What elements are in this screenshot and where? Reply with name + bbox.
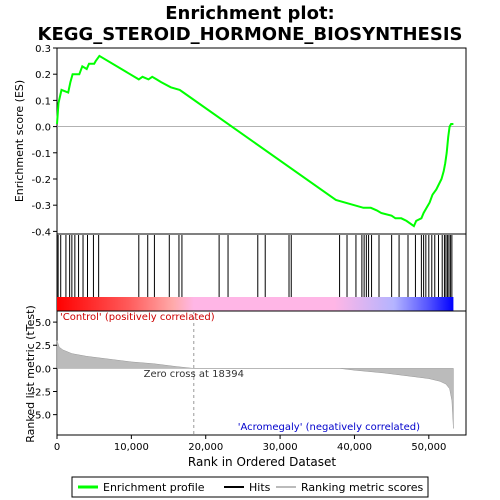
es-y-tick-label: 0.0 [35, 123, 51, 134]
metric-y-tick-label: -2.5 [31, 388, 51, 399]
ranking-metric-area [56, 340, 454, 429]
legend: Enrichment profile Hits Ranking metric s… [71, 476, 429, 498]
x-tick-label: 50,000 [411, 442, 446, 453]
es-y-tick-label: -0.3 [31, 201, 51, 212]
rank-colorbar [57, 297, 454, 311]
metric-y-axis: 5.0 2.5 0.0 -2.5 -5.0 [31, 318, 57, 422]
enrichment-profile-line [56, 54, 454, 228]
hits-series [57, 235, 453, 297]
legend-label-ranking-metric: Ranking metric scores [301, 481, 423, 494]
es-y-tick-label: 0.1 [35, 96, 51, 107]
es-y-tick-label: -0.2 [31, 175, 51, 186]
enrichment-profile-series [56, 54, 454, 228]
ranking-metric-series [56, 340, 454, 429]
metric-y-tick-label: -5.0 [31, 411, 51, 422]
x-axis-label: Rank in Ordered Dataset [188, 455, 336, 469]
chart-title-line2: KEGG_STEROID_HORMONE_BIOSYNTHESIS [38, 24, 463, 45]
legend-frame [71, 476, 429, 498]
es-y-axis: 0.3 0.2 0.1 0.0 -0.1 -0.2 -0.3 -0.4 [31, 44, 57, 238]
metric-panel: 5.0 2.5 0.0 -2.5 -5.0 'Control' (positively … [24, 305, 467, 443]
metric-y-axis-label: Ranked list metric (tTest) [24, 305, 37, 442]
es-y-tick-label: 0.3 [35, 44, 51, 55]
x-tick-label: 0 [54, 442, 60, 453]
metric-y-tick-label: 5.0 [35, 318, 51, 329]
positive-correlated-label: 'Control' (positively correlated) [60, 312, 215, 323]
negative-correlated-label: 'Acromegaly' (negatively correlated) [238, 422, 420, 433]
legend-label-enrichment-profile: Enrichment profile [103, 481, 205, 494]
es-panel-frame [56, 47, 467, 235]
zero-cross-label: Zero cross at 18394 [144, 369, 244, 380]
x-tick-label: 10,000 [114, 442, 149, 453]
es-panel: 0.3 0.2 0.1 0.0 -0.1 -0.2 -0.3 -0.4 Enrichment … [13, 44, 467, 238]
es-y-tick-label: 0.2 [35, 70, 51, 81]
x-tick-label: 20,000 [188, 442, 223, 453]
legend-label-hits: Hits [249, 481, 271, 494]
es-y-tick-label: -0.1 [31, 149, 51, 160]
es-y-axis-label: Enrichment score (ES) [13, 80, 26, 202]
x-tick-label: 30,000 [263, 442, 298, 453]
hits-panel [56, 233, 467, 324]
metric-y-tick-label: 0.0 [35, 364, 51, 375]
x-tick-label: 40,000 [337, 442, 372, 453]
metric-y-tick-label: 2.5 [35, 341, 51, 352]
es-y-tick-label: -0.4 [31, 227, 51, 238]
x-axis: 0 10,000 20,000 30,000 40,000 50,000 [54, 435, 446, 453]
chart-title-line1: Enrichment plot: [165, 3, 335, 24]
